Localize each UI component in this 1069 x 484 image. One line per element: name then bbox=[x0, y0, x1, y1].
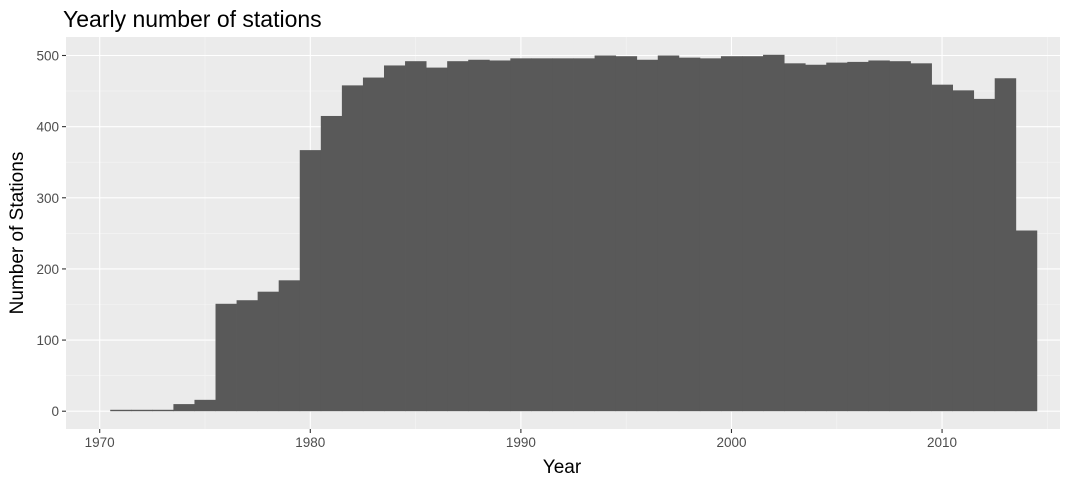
bar-1984 bbox=[383, 65, 406, 412]
bar-2005 bbox=[826, 62, 848, 412]
bar-1988 bbox=[468, 59, 490, 412]
x-tick-label: 2000 bbox=[716, 435, 746, 450]
bar-1972 bbox=[131, 409, 153, 412]
bar-2001 bbox=[742, 56, 764, 412]
x-axis-title: Year bbox=[543, 457, 582, 478]
bar-1976 bbox=[215, 303, 237, 412]
y-axis-title: Number of Stations bbox=[7, 152, 28, 315]
bar-2008 bbox=[889, 61, 911, 412]
bar-1989 bbox=[489, 60, 511, 412]
bar-1986 bbox=[426, 67, 448, 412]
bar-2000 bbox=[720, 56, 743, 412]
x-tick-label: 2010 bbox=[927, 435, 957, 450]
x-tick-label: 1980 bbox=[295, 435, 325, 450]
bar-2013 bbox=[994, 78, 1017, 412]
y-tick-label: 100 bbox=[36, 333, 59, 348]
chart-title: Yearly number of stations bbox=[63, 6, 322, 32]
bar-1995 bbox=[615, 56, 638, 412]
bar-1977 bbox=[236, 300, 259, 412]
x-tick-label: 1990 bbox=[506, 435, 536, 450]
bar-2007 bbox=[868, 60, 890, 412]
bar-2010 bbox=[931, 84, 953, 412]
y-tick-label: 500 bbox=[36, 48, 59, 63]
bars bbox=[110, 54, 1038, 412]
bar-1980 bbox=[299, 150, 322, 412]
bar-1974 bbox=[173, 404, 195, 412]
bar-2006 bbox=[847, 61, 869, 412]
bar-2012 bbox=[973, 98, 996, 412]
bar-1983 bbox=[362, 77, 385, 412]
bar-1992 bbox=[552, 58, 574, 412]
bar-1998 bbox=[678, 57, 701, 412]
bar-2009 bbox=[910, 63, 932, 412]
y-tick-label: 200 bbox=[36, 262, 59, 277]
y-tick-label: 400 bbox=[36, 120, 59, 135]
x-tick-label: 1970 bbox=[85, 435, 115, 450]
bar-1996 bbox=[636, 59, 659, 412]
bar-2011 bbox=[952, 90, 975, 412]
bar-1973 bbox=[152, 409, 174, 412]
y-axis: 0 100 200 300 400 500 bbox=[36, 48, 66, 419]
y-tick-label: 0 bbox=[51, 404, 59, 419]
bar-1979 bbox=[278, 280, 301, 412]
bar-1991 bbox=[531, 58, 553, 412]
bar-1982 bbox=[341, 85, 364, 412]
bar-2002 bbox=[763, 54, 785, 412]
bar-1993 bbox=[573, 58, 595, 412]
bar-1971 bbox=[110, 409, 132, 412]
bar-1981 bbox=[320, 115, 343, 412]
bar-1997 bbox=[657, 55, 680, 412]
bar-2003 bbox=[784, 63, 806, 412]
bar-1990 bbox=[510, 58, 532, 412]
bar-1999 bbox=[699, 58, 722, 412]
bar-1994 bbox=[594, 55, 617, 412]
bar-1985 bbox=[405, 61, 427, 412]
x-axis: 1970 1980 1990 2000 2010 bbox=[85, 429, 957, 450]
bar-2004 bbox=[805, 64, 827, 412]
bar-1978 bbox=[257, 291, 280, 412]
y-tick-label: 300 bbox=[36, 191, 59, 206]
bar-1987 bbox=[447, 61, 469, 412]
bar-1975 bbox=[194, 399, 216, 412]
bar-2014 bbox=[1015, 230, 1038, 412]
